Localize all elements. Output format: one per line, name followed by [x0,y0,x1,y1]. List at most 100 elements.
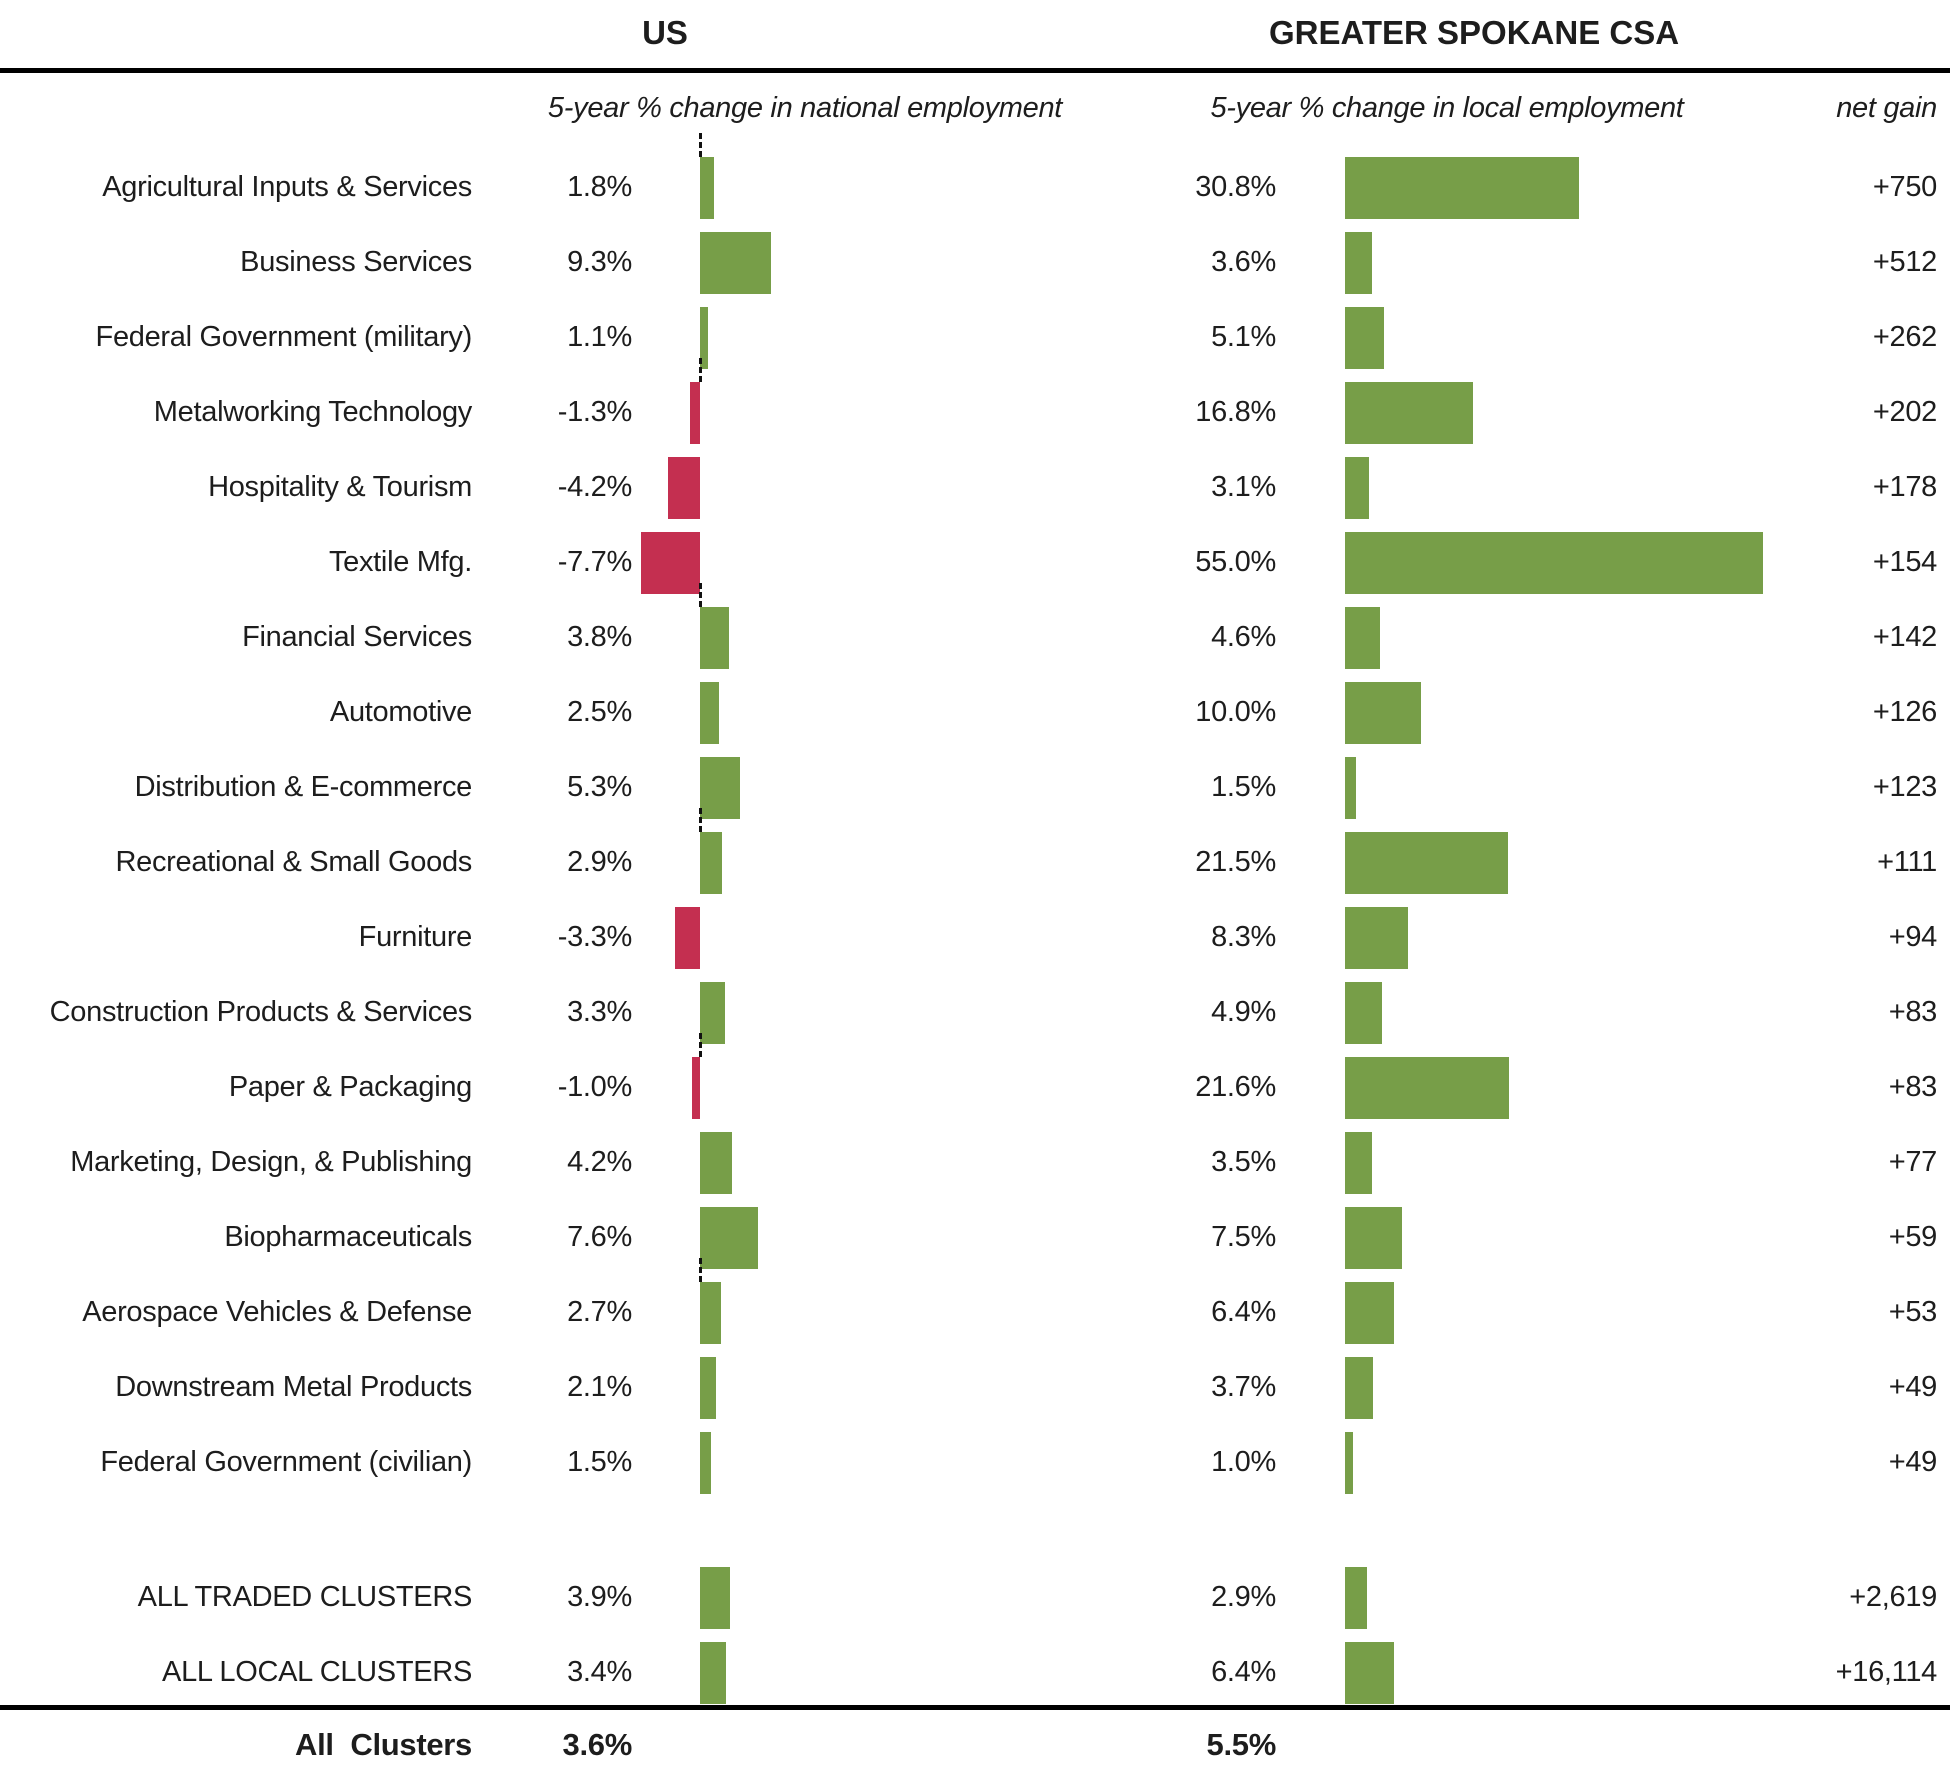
us-bar [700,307,708,369]
us-pct-value: 2.1% [567,1371,632,1403]
local-pct-value: 5.1% [1211,321,1276,353]
cluster-label: ALL LOCAL CLUSTERS [162,1656,472,1688]
csa-column-title: GREATER SPOKANE CSA [1268,14,1680,51]
us-bar [700,1132,732,1194]
local-bar-cell [1276,450,1796,525]
table-row: Furniture -3.3% 8.3% +94 [0,900,1950,975]
cluster-label: Metalworking Technology [153,396,473,428]
net-gain-value: +154 [1872,546,1937,578]
bottom-rule [0,1705,1950,1710]
us-bar [700,832,722,894]
local-pct-value: 6.4% [1211,1296,1276,1328]
us-bar-cell [632,1635,1052,1710]
us-bar-cell [632,133,1052,225]
us-pct-value: -7.7% [557,546,633,578]
net-gain-value: +202 [1872,396,1937,428]
top-rule [0,68,1950,73]
us-bar [700,607,729,669]
us-pct-value: -1.0% [557,1071,633,1103]
us-pct-value: 4.2% [567,1146,632,1178]
cluster-label: Federal Government (civilian) [100,1446,472,1478]
us-bar [668,457,700,519]
us-bar-cell [632,450,1052,525]
cluster-label: Federal Government (military) [95,321,473,353]
local-pct-value: 3.5% [1211,1146,1276,1178]
net-gain-value: +16,114 [1835,1656,1938,1688]
zero-axis-dash [699,583,702,607]
local-pct-value: 3.7% [1211,1371,1276,1403]
total-label: All Clusters [295,1727,472,1762]
table-row: ALL TRADED CLUSTERS 3.9% 2.9% +2,619 [0,1560,1950,1635]
total-local-bar-cell [1276,1708,1796,1782]
local-bar [1345,157,1579,219]
us-bar [692,1057,700,1119]
cluster-label: Downstream Metal Products [115,1371,472,1403]
net-gain-value: +59 [1888,1221,1938,1253]
local-pct-value: 4.6% [1211,621,1276,653]
us-bar [700,157,714,219]
cluster-label: Hospitality & Tourism [208,471,472,503]
us-pct-value: 7.6% [567,1221,632,1253]
net-gain-value: +142 [1872,621,1937,653]
us-bar [700,682,719,744]
local-bar [1345,832,1508,894]
cluster-label: Aerospace Vehicles & Defense [82,1296,472,1328]
local-bar [1345,232,1372,294]
table-row: Marketing, Design, & Publishing 4.2% 3.5… [0,1125,1950,1200]
us-bar-cell [632,1125,1052,1200]
us-pct-value: 2.7% [567,1296,632,1328]
us-bar-cell [632,583,1052,675]
net-gain-value: +126 [1872,696,1937,728]
us-pct-value: 3.9% [567,1581,632,1613]
us-pct-value: 2.5% [567,696,632,728]
us-bar [700,982,725,1044]
cluster-label: Distribution & E-commerce [134,771,473,803]
local-bar [1345,1357,1373,1419]
local-pct-value: 21.6% [1195,1071,1276,1103]
local-pct-value: 3.6% [1211,246,1276,278]
us-bar-cell [632,975,1052,1050]
table-row: Federal Government (military) 1.1% 5.1% … [0,300,1950,375]
us-pct-value: -3.3% [557,921,633,953]
local-pct-value: 10.0% [1195,696,1276,728]
us-pct-value: 3.4% [567,1656,632,1688]
local-pct-value: 6.4% [1211,1656,1276,1688]
us-bar [690,382,700,444]
us-pct-value: 2.9% [567,846,632,878]
local-bar [1345,682,1421,744]
local-bar [1345,1207,1402,1269]
local-pct-value: 1.5% [1211,771,1276,803]
us-bar-cell [632,675,1052,750]
us-pct-value: 1.8% [567,171,632,203]
local-bar [1345,757,1356,819]
zero-axis-dash [699,1033,702,1057]
net-gain-value: +53 [1888,1296,1938,1328]
local-bar [1345,907,1408,969]
local-bar-cell [1276,1350,1796,1425]
cluster-label: Marketing, Design, & Publishing [70,1146,472,1178]
us-bar-cell [632,900,1052,975]
local-bar [1345,982,1382,1044]
local-bar-cell [1276,1635,1796,1710]
us-bar [675,907,700,969]
us-pct-value: -4.2% [557,471,633,503]
table-row: Biopharmaceuticals 7.6% 7.5% +59 [0,1200,1950,1275]
local-bar-cell [1276,600,1796,675]
cluster-label: Financial Services [242,621,472,653]
us-bar-cell [632,1200,1052,1275]
local-bar [1345,382,1473,444]
us-pct-value: -1.3% [557,396,633,428]
us-bar-cell [632,1560,1052,1635]
table-row: Recreational & Small Goods 2.9% 21.5% +1… [0,808,1950,900]
local-bar [1345,1132,1372,1194]
us-bar [700,1357,716,1419]
us-bar-cell [632,225,1052,300]
local-bar-cell [1276,300,1796,375]
table-row: Paper & Packaging -1.0% 21.6% +83 [0,1033,1950,1125]
total-local-pct: 5.5% [1206,1727,1277,1762]
local-bar-cell [1276,900,1796,975]
us-bar-cell [632,1350,1052,1425]
cluster-label: Textile Mfg. [328,546,472,578]
total-us-pct: 3.6% [562,1727,633,1762]
